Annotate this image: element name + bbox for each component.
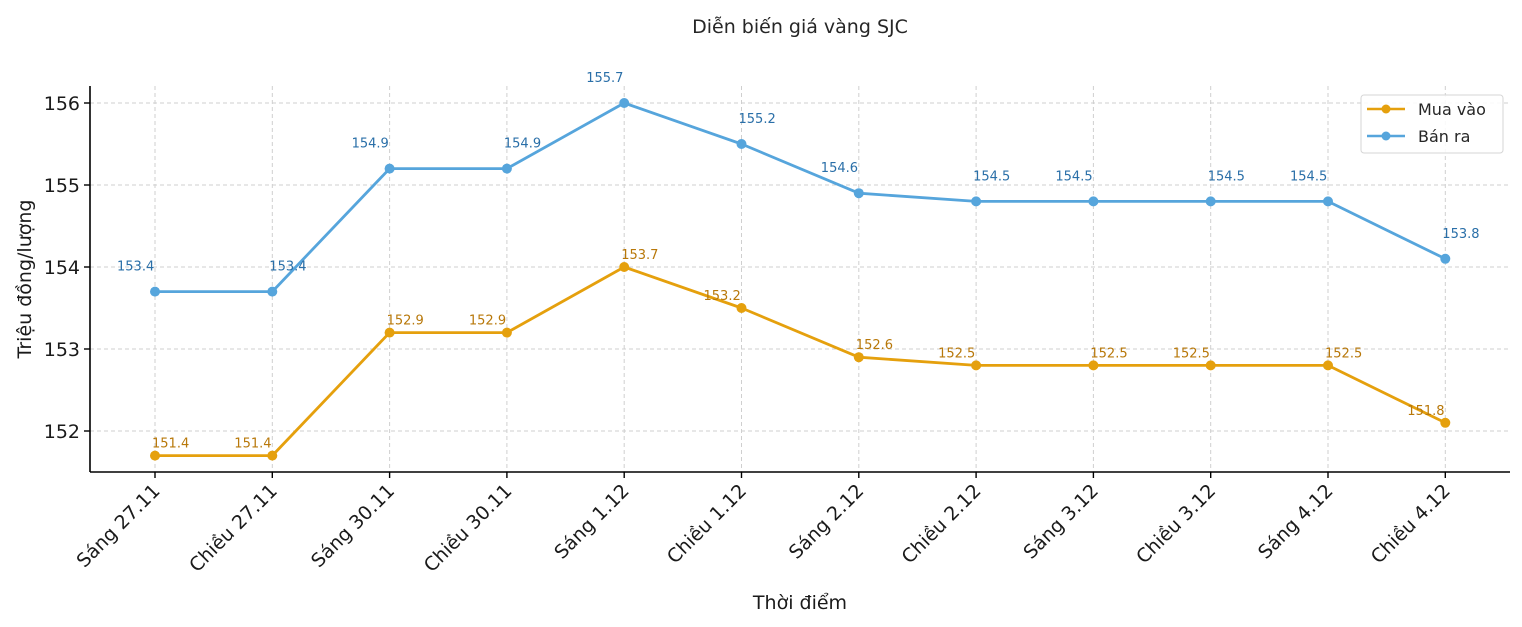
y-axis-label: Triệu đồng/lượng xyxy=(14,200,36,360)
data-label: 151.4 xyxy=(234,437,271,452)
data-label: 153.4 xyxy=(117,260,154,275)
data-point xyxy=(267,286,278,297)
data-point xyxy=(1205,196,1216,207)
grid-lines xyxy=(90,86,1510,472)
data-point xyxy=(501,163,512,174)
data-labels: 151.4 151.4 152.9 152.9 153.7 153.2 152.6 152.5… xyxy=(117,71,1480,452)
data-point xyxy=(619,98,630,108)
chart-title: Diễn biến giá vàng SJC xyxy=(692,15,908,38)
data-point xyxy=(736,303,747,313)
data-label: 154.5 xyxy=(1055,169,1092,184)
data-label: 154.5 xyxy=(973,169,1010,184)
y-tick-label: 152 xyxy=(44,421,80,443)
data-label: 154.9 xyxy=(352,137,389,152)
data-point xyxy=(1205,360,1216,371)
x-tick-label: Chiều 1.12 xyxy=(663,480,751,568)
legend-marker-icon xyxy=(1381,131,1391,141)
data-point xyxy=(1088,360,1099,371)
data-label: 154.6 xyxy=(821,161,858,176)
data-label: 152.5 xyxy=(1325,346,1362,361)
data-point xyxy=(853,352,864,363)
data-point xyxy=(853,188,864,199)
data-label: 152.5 xyxy=(938,346,975,361)
data-label: 152.9 xyxy=(469,314,506,329)
x-tick-label: Sáng 2.12 xyxy=(785,480,869,564)
data-point xyxy=(1088,196,1099,207)
data-point xyxy=(1440,417,1451,428)
data-point xyxy=(150,286,160,297)
y-tick-label: 154 xyxy=(44,257,80,279)
data-label: 152.9 xyxy=(387,314,424,329)
data-label: 153.7 xyxy=(621,248,658,263)
y-tick-label: 156 xyxy=(44,93,80,115)
data-label: 155.7 xyxy=(586,71,623,86)
x-tick-label: Chiều 4.12 xyxy=(1367,480,1455,568)
x-ticks: Sáng 27.11 Chiều 27.11 Sáng 30.11 Chiều 30.… xyxy=(72,472,1455,577)
y-ticks: 152 153 154 155 156 xyxy=(44,93,90,443)
x-tick-label: Sáng 30.11 xyxy=(307,480,399,572)
data-label: 153.8 xyxy=(1442,227,1479,242)
data-point xyxy=(384,327,395,338)
series-line-0 xyxy=(155,265,1446,458)
data-label: 154.5 xyxy=(1208,169,1245,184)
data-point xyxy=(971,360,982,371)
x-tick-label: Chiều 3.12 xyxy=(1132,480,1220,568)
x-axis-label: Thời điểm xyxy=(752,592,847,614)
data-point xyxy=(971,196,982,207)
legend-label-mua-vao: Mua vào xyxy=(1418,100,1486,119)
x-tick-label: Sáng 27.11 xyxy=(72,480,164,572)
x-tick-label: Chiều 2.12 xyxy=(897,480,985,568)
axes xyxy=(89,86,1510,473)
data-label: 154.5 xyxy=(1290,169,1327,184)
legend: Mua vào Bán ra xyxy=(1360,94,1504,154)
x-tick-label: Chiều 27.11 xyxy=(185,480,282,577)
data-point xyxy=(501,327,512,338)
data-point xyxy=(1440,253,1451,264)
data-label: 152.5 xyxy=(1173,346,1210,361)
data-point xyxy=(267,450,278,461)
data-point xyxy=(1323,360,1333,371)
data-label: 155.2 xyxy=(739,112,776,127)
data-point xyxy=(384,163,395,174)
legend-marker-icon xyxy=(1381,104,1391,114)
data-label: 153.4 xyxy=(269,260,306,275)
legend-label-ban-ra: Bán ra xyxy=(1418,127,1470,146)
data-point xyxy=(150,450,160,461)
y-tick-label: 153 xyxy=(44,339,80,361)
data-label: 152.6 xyxy=(856,338,893,353)
series-layer xyxy=(150,98,1451,461)
data-label: 152.5 xyxy=(1090,346,1127,361)
x-tick-label: Sáng 4.12 xyxy=(1254,480,1338,564)
x-tick-label: Sáng 3.12 xyxy=(1019,480,1103,564)
data-point xyxy=(619,262,630,272)
x-tick-label: Chiều 30.11 xyxy=(420,480,517,577)
data-point xyxy=(736,139,747,149)
x-tick-label: Sáng 1.12 xyxy=(550,480,634,564)
y-tick-label: 155 xyxy=(44,175,80,197)
data-label: 151.4 xyxy=(152,437,189,452)
data-label: 151.8 xyxy=(1407,404,1444,419)
series-line-1 xyxy=(155,101,1446,294)
data-label: 153.2 xyxy=(704,289,741,304)
data-label: 154.9 xyxy=(504,137,541,152)
data-point xyxy=(1323,196,1333,207)
